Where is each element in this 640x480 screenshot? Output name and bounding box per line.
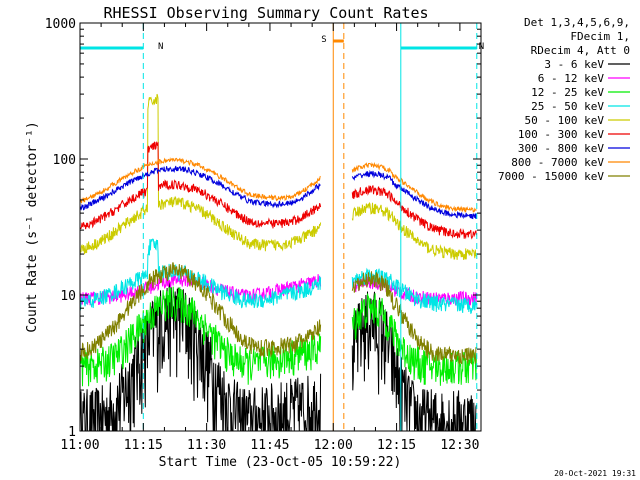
legend: Det 1,3,4,5,6,9,FDecim 1,RDecim 4, Att 0… [498, 16, 630, 183]
y-tick-label: 1 [68, 425, 76, 440]
series-line-6 [80, 165, 477, 220]
x-tick-label: 12:15 [377, 438, 416, 453]
y-axis-label: Count Rate (s⁻¹ detector⁻¹) [25, 121, 40, 332]
series-line-3 [80, 238, 477, 315]
legend-entry-label: 12 - 25 keV [531, 86, 604, 99]
y-tick-label: 1000 [45, 17, 76, 32]
series-group [80, 93, 477, 431]
x-axis-label: Start Time (23-Oct-05 10:59:22) [159, 455, 402, 470]
plot-area: N NS [79, 23, 484, 431]
series-line-4 [80, 93, 477, 260]
legend-header-line: FDecim 1, [570, 30, 630, 43]
x-tick-label: 12:00 [314, 438, 353, 453]
series-line-5 [80, 140, 477, 240]
legend-entry-label: 6 - 12 keV [538, 72, 605, 85]
series-line-7 [80, 157, 477, 213]
x-tick-label: 12:30 [440, 438, 479, 453]
y-tick-label: 100 [53, 153, 76, 168]
legend-entry-label: 50 - 100 keV [525, 114, 605, 127]
series-line-0 [80, 281, 477, 431]
x-tick-label: 11:00 [60, 438, 99, 453]
legend-entry-label: 300 - 800 keV [518, 142, 604, 155]
axes: 1 10 100 1000 11:00 11:15 11:30 11:45 12:00 12:15… [45, 17, 482, 453]
legend-entry-label: 7000 - 15000 keV [498, 170, 604, 183]
footer-timestamp: 20-Oct-2021 19:31 [554, 469, 636, 478]
chart-title: RHESSI Observing Summary Count Rates [103, 4, 428, 22]
legend-entry-label: 100 - 300 keV [518, 128, 604, 141]
legend-entry-label: 3 - 6 keV [544, 58, 604, 71]
x-tick-label: 11:45 [250, 438, 289, 453]
legend-entry-label: 800 - 7000 keV [511, 156, 604, 169]
legend-header-line: Det 1,3,4,5,6,9, [524, 16, 630, 29]
legend-entry-label: 25 - 50 keV [531, 100, 604, 113]
x-tick-label: 11:30 [187, 438, 226, 453]
x-tick-label: 11:15 [124, 438, 163, 453]
annotation-label-2: S [321, 35, 326, 45]
series-line-8 [80, 262, 477, 365]
legend-header-line: RDecim 4, Att 0 [531, 44, 630, 57]
plot-frame [79, 22, 482, 432]
y-tick-label: 10 [60, 289, 76, 304]
annotation-label-1: N [479, 42, 484, 52]
annotation-label-0: N [158, 42, 163, 52]
